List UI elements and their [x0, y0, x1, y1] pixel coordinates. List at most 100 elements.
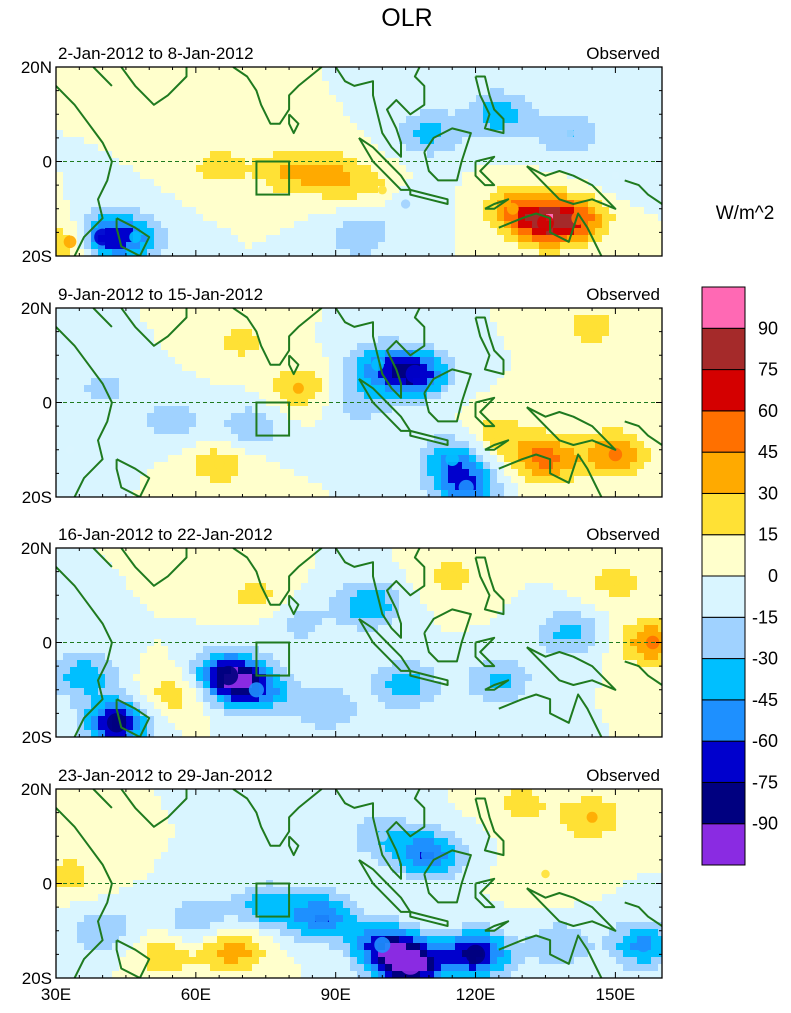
coastlines — [56, 789, 662, 978]
colorbar-segment — [701, 740, 746, 783]
anomaly-core — [97, 383, 108, 393]
anomaly-core — [63, 235, 77, 249]
region-box — [255, 641, 291, 677]
coastlines — [56, 67, 662, 256]
colorbar-segment — [701, 534, 746, 577]
colorbar-tick-label: -60 — [752, 731, 778, 751]
panel-date-range-label: 9-Jan-2012 to 15-Jan-2012 — [58, 285, 263, 304]
panel-observed-label: Observed — [586, 285, 660, 304]
anomaly-core — [246, 420, 258, 432]
anomaly-core — [405, 364, 425, 384]
anomaly-core — [399, 678, 412, 692]
anomaly-core — [541, 869, 550, 879]
anomaly-core — [158, 949, 169, 960]
panel-date-range-label: 16-Jan-2012 to 22-Jan-2012 — [58, 525, 273, 544]
x-tick-label: 30E — [41, 985, 71, 1004]
anomaly-core — [248, 682, 264, 698]
anomaly-core — [465, 944, 486, 965]
colorbar-tick-label: -90 — [752, 814, 778, 834]
anomaly-core — [517, 798, 527, 808]
map-panel: 20N 0 20S 2-Jan-2012 to 8-Jan-2012 Observed — [21, 44, 663, 266]
anomaly-core — [353, 232, 365, 243]
axis-ticks — [56, 308, 662, 497]
anomaly-core — [420, 847, 437, 864]
anomaly-core — [65, 869, 75, 879]
figure-title: OLR — [381, 4, 432, 32]
anomaly-core — [377, 185, 387, 195]
colorbar-tick-label: -30 — [752, 649, 778, 669]
axis-ticks — [56, 789, 662, 978]
coastlines — [56, 308, 662, 497]
colorbar-tick-label: 60 — [758, 401, 778, 421]
panel-date-range-label: 23-Jan-2012 to 29-Jan-2012 — [58, 766, 273, 785]
region-box — [255, 882, 291, 918]
anomaly-core — [610, 576, 621, 586]
anomaly-core — [506, 202, 519, 215]
colorbar-tick-label: 90 — [758, 318, 778, 338]
colorbar-tick-label: 15 — [758, 525, 778, 545]
colorbar-segment — [701, 327, 746, 371]
anomaly-core — [445, 452, 459, 466]
anomaly-core — [65, 445, 75, 455]
anomaly-core — [214, 161, 225, 172]
anomaly-core — [218, 665, 239, 686]
anomaly-core — [553, 939, 565, 951]
map-panel: 20N 0 20S 9-Jan-2012 to 15-Jan-2012 Observed — [21, 285, 663, 507]
axis-ticks — [56, 67, 662, 256]
x-tick-label: 120E — [456, 985, 496, 1004]
y-tick-label: 20S — [22, 247, 52, 266]
anomaly-core — [226, 943, 240, 957]
anomaly-core — [374, 936, 391, 953]
anomaly-core — [191, 91, 200, 100]
y-tick-label: 0 — [43, 153, 52, 172]
colorbar-tick-label: -45 — [752, 690, 778, 710]
colorbar-segment — [701, 369, 746, 412]
anomaly-core — [330, 170, 342, 182]
anomaly-core — [587, 322, 597, 332]
colorbar-tick-label: 30 — [758, 483, 778, 503]
colorbar-segment — [701, 658, 746, 701]
anomaly-core — [361, 597, 376, 612]
anomaly-core — [400, 199, 411, 209]
anomaly-core — [251, 590, 262, 600]
anomaly-core — [190, 915, 202, 927]
panel-observed-label: Observed — [586, 44, 660, 63]
y-tick-label: 20N — [21, 539, 52, 558]
anomaly-core — [458, 479, 474, 496]
anomaly-core — [214, 458, 225, 469]
colorbar: -90 -75 -60 -45 -30 -15 0 15 30 45 60 75 90 — [701, 286, 778, 866]
y-tick-label: 20S — [22, 728, 52, 747]
region-box — [255, 160, 291, 196]
anomaly-core — [493, 430, 504, 441]
anomaly-core — [292, 382, 304, 394]
y-tick-label: 20S — [22, 969, 52, 988]
olr-anomaly-field — [56, 789, 662, 978]
colorbar-segment — [701, 781, 746, 825]
anomaly-core — [422, 127, 435, 140]
anomaly-core — [259, 900, 273, 914]
anomaly-core — [447, 571, 457, 581]
region-box — [255, 401, 291, 437]
map-panel: 20N 0 20S 16-Jan-2012 to 22-Jan-2012 Observe… — [21, 525, 663, 747]
colorbar-tick-label: 45 — [758, 442, 778, 462]
anomaly-core — [94, 228, 112, 246]
anomaly-core — [313, 908, 330, 925]
colorbar-segment — [701, 823, 746, 866]
anomaly-core — [237, 336, 248, 346]
colorbar-segment — [701, 410, 746, 453]
x-tick-label: 90E — [321, 985, 351, 1004]
colorbar-tick-label: 0 — [768, 566, 778, 586]
x-tick-label: 60E — [181, 985, 211, 1004]
map-panel: 20N 0 20S 23-Jan-2012 to 29-Jan-2012 Observe… — [21, 766, 663, 988]
colorbar-tick-label: -75 — [752, 772, 778, 792]
colorbar-segment — [701, 286, 746, 329]
colorbar-segment — [701, 451, 746, 494]
anomaly-core — [77, 669, 91, 682]
colorbar-segment — [701, 492, 746, 536]
colorbar-units-label: W/m^2 — [716, 203, 775, 224]
y-tick-label: 20N — [21, 780, 52, 799]
panel-observed-label: Observed — [586, 525, 660, 544]
x-tick-label: 150E — [596, 985, 636, 1004]
colorbar-segment — [701, 616, 746, 660]
